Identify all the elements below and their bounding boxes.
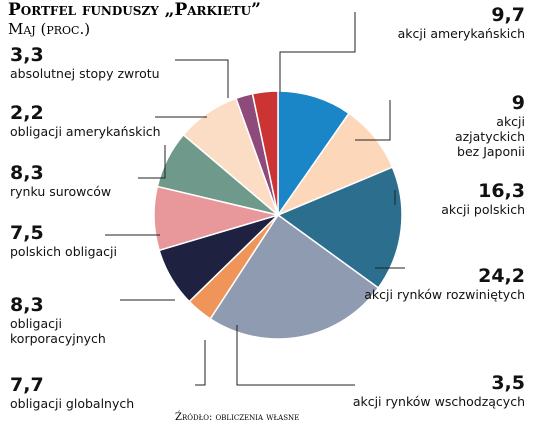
category-label: akcji amerykańskich [397,26,525,41]
value-label: 7,7 [10,374,44,396]
leader-line [355,100,391,141]
value-label: 3,3 [10,44,44,66]
chart-title: Portfel funduszy „Parkietu” [8,0,261,20]
category-label: akcji azjatyckich bez Japonii [454,114,525,159]
value-label: 9,7 [491,4,525,26]
slice-label: 3,3 absolutnej stopy zwrotu [10,44,210,81]
category-label: rynku surowców [10,184,112,199]
value-label: 2,2 [10,102,44,124]
value-label: 8,3 [10,162,44,184]
pie-slice [209,213,380,340]
leader-line [279,12,356,92]
value-label: 7,5 [10,222,44,244]
pie-slice [276,166,403,289]
pie-slice [251,90,279,216]
value-label: 24,2 [478,265,525,287]
value-label: 8,3 [10,294,44,316]
category-label: absolutnej stopy zwrotu [10,66,160,81]
value-label: 9 [511,92,525,114]
leader-line [195,340,206,386]
category-label: obligacji amerykańskich [10,124,161,139]
slice-label: 2,2 obligacji amerykańskich [10,102,210,139]
category-label: akcji rynków rozwiniętych [364,287,525,302]
slice-label: 3,5 akcji rynków wschodzących [330,372,525,409]
slice-label: 8,3 rynku surowców [10,162,210,199]
category-label: obligacji korporacyjnych [10,316,106,346]
category-label: akcji rynków wschodzących [352,394,525,409]
slice-label: 7,7 obligacji globalnych [10,374,210,411]
slice-label: 8,3 obligacji korporacyjnych [10,294,210,346]
category-label: akcji polskich [441,202,525,217]
leader-line [236,325,355,386]
pie-slice [277,90,351,218]
slice-label: 24,2 akcji rynków rozwiniętych [330,265,525,302]
slice-label: 9 akcji azjatyckich bez Japonii [330,92,525,159]
chart-subtitle: Maj (proc.) [8,20,91,38]
category-label: obligacji globalnych [10,396,135,411]
slice-label: 9,7 akcji amerykańskich [330,4,525,41]
slice-label: 16,3 akcji polskich [330,180,525,217]
value-label: 3,5 [491,372,525,394]
slice-label: 7,5 polskich obligacji [10,222,210,259]
value-label: 16,3 [478,180,525,202]
category-label: polskich obligacji [10,244,117,259]
leader-line [138,145,166,179]
leader-line [175,59,229,98]
source: Źródło: obliczenia własne [175,412,300,423]
